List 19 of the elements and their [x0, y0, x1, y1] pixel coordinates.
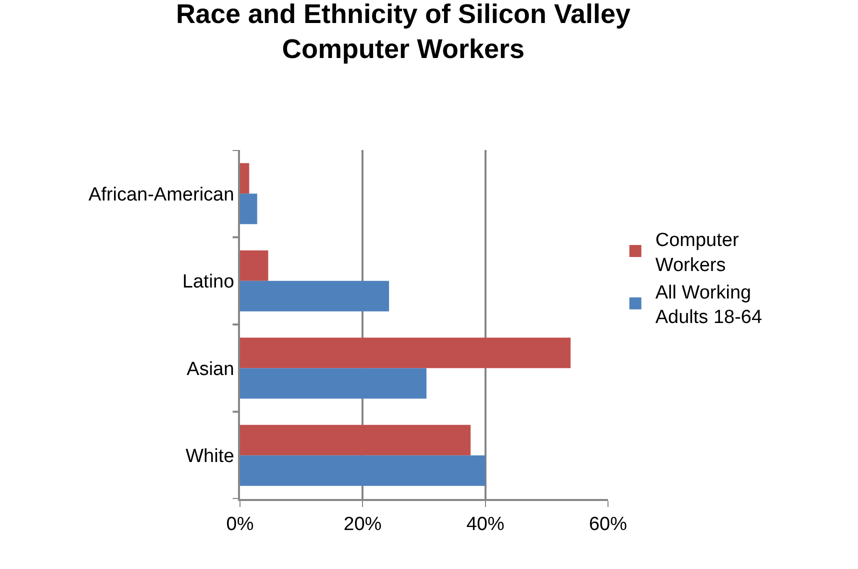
legend-label: All Working Adults 18-64 [655, 282, 762, 328]
y-tick-label: Latino [182, 272, 234, 293]
chart-title: Race and Ethnicity of Silicon Valley Computer Workers [176, 0, 631, 64]
x-tick-label: 20% [344, 514, 382, 535]
y-tick-label: Asian [186, 358, 234, 380]
bar [240, 250, 268, 281]
x-tick-label: 60% [588, 514, 628, 535]
y-tick-label: White [186, 446, 234, 468]
x-tick-label: 40% [466, 514, 504, 535]
bar [240, 368, 426, 399]
bar [240, 338, 571, 368]
bar [240, 280, 390, 312]
x-tick-label: 0% [226, 514, 254, 535]
y-tick-label: African-American [88, 184, 234, 206]
bar [240, 455, 486, 486]
bar [240, 424, 471, 456]
legend-label: Computer Workers [655, 230, 740, 276]
bar [240, 163, 250, 194]
bar [240, 194, 258, 224]
